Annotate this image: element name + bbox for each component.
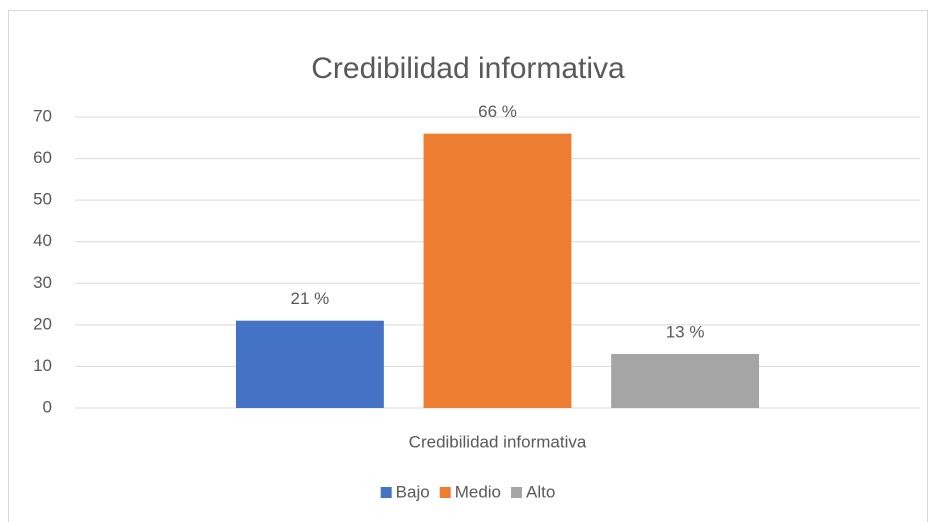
bar (423, 133, 572, 408)
y-tick-label: 10 (33, 356, 52, 375)
legend-label: Alto (526, 482, 555, 501)
y-tick-label: 30 (33, 273, 52, 292)
legend-label: Bajo (396, 482, 430, 501)
legend-label: Medio (455, 482, 501, 501)
x-tick-label: Credibilidad informativa (409, 432, 587, 451)
y-tick-label: 0 (43, 397, 52, 416)
y-tick-label: 70 (33, 106, 52, 125)
legend-swatch (511, 487, 523, 498)
y-tick-label: 20 (33, 314, 52, 333)
bar (235, 320, 384, 408)
y-tick-label: 60 (33, 148, 52, 167)
legend-swatch (380, 487, 392, 498)
y-tick-label: 50 (33, 190, 52, 209)
value-label: 13 % (666, 322, 705, 341)
legend-swatch (439, 487, 451, 498)
bar (611, 353, 760, 408)
y-tick-label: 40 (33, 231, 52, 250)
chart-title: Credibilidad informativa (311, 52, 625, 85)
value-label: 21 % (291, 289, 330, 308)
value-label: 66 % (478, 102, 517, 121)
